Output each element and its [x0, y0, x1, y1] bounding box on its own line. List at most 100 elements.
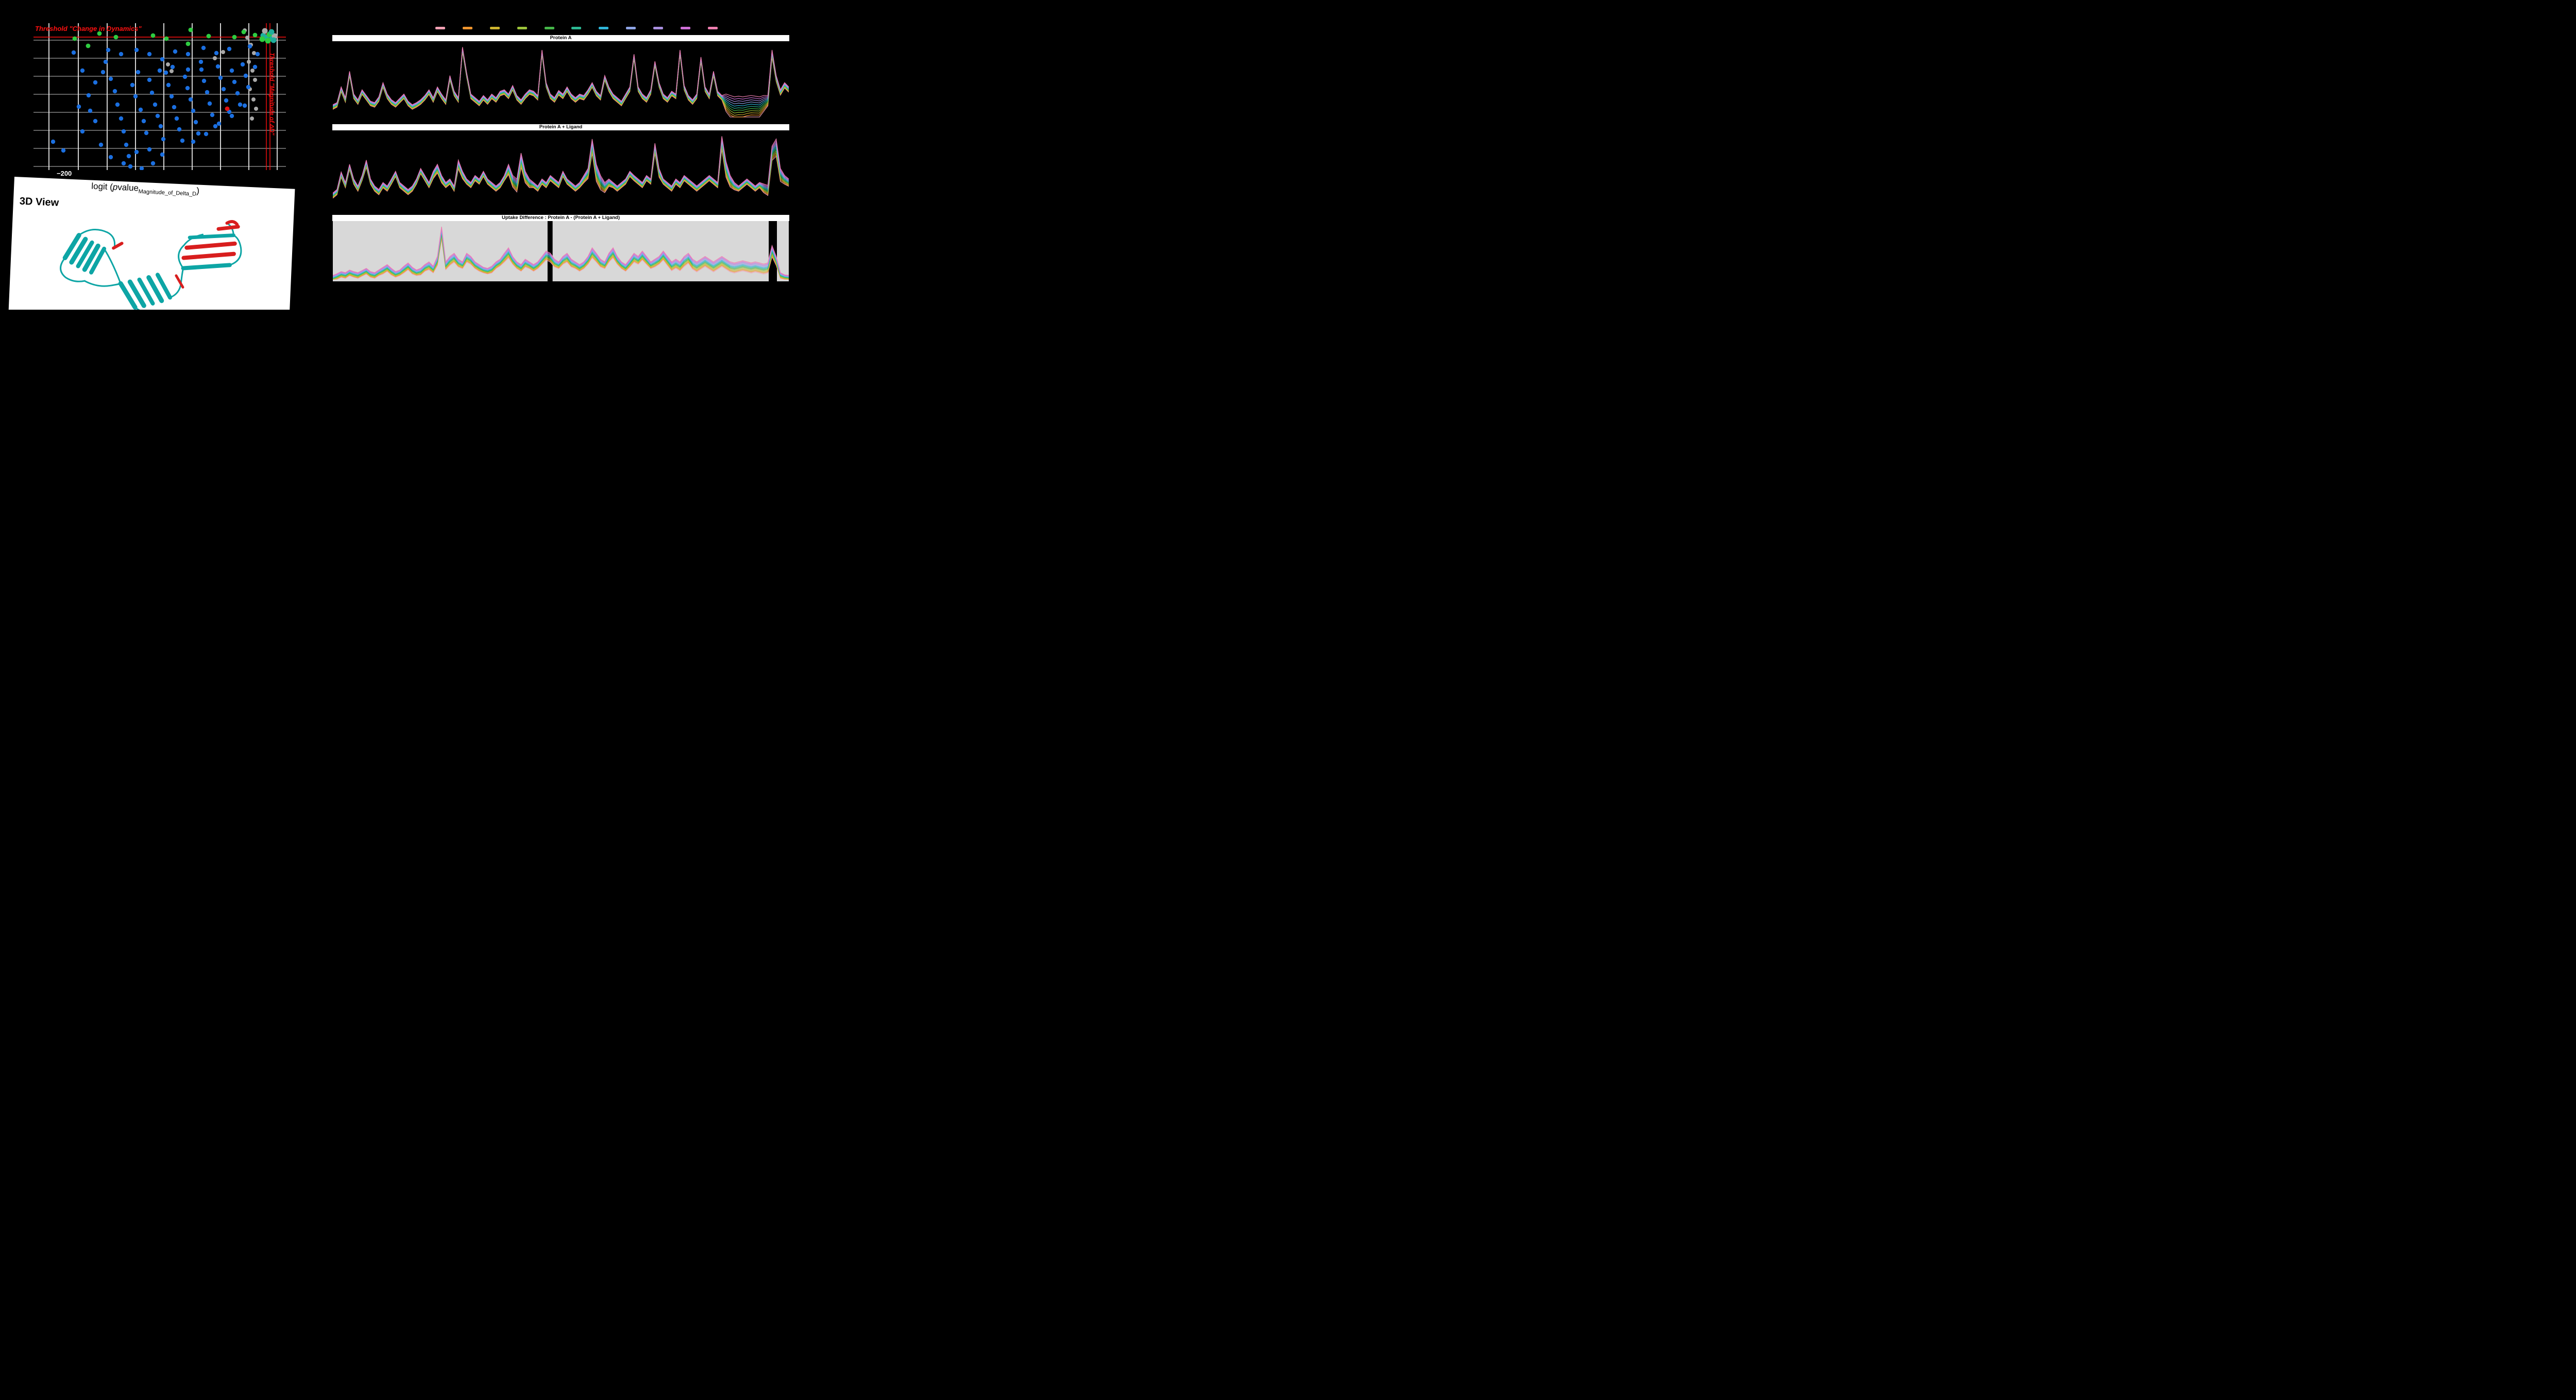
scatter-point[interactable] [124, 142, 129, 147]
scatter-point[interactable] [155, 113, 160, 119]
scatter-point[interactable] [242, 103, 247, 108]
scatter-point[interactable] [174, 116, 179, 121]
scatter-point[interactable] [198, 59, 204, 64]
scatter-point[interactable] [235, 91, 240, 96]
scatter-point[interactable] [205, 90, 210, 95]
scatter-point[interactable] [50, 139, 56, 144]
scatter-point[interactable] [188, 27, 193, 32]
scatter-point[interactable] [247, 44, 252, 49]
scatter-point[interactable] [216, 121, 222, 126]
scatter-point[interactable] [227, 46, 232, 52]
scatter-point[interactable] [93, 119, 98, 124]
scatter-point[interactable] [150, 33, 156, 38]
scatter-point[interactable] [161, 137, 166, 142]
scatter-point[interactable] [204, 131, 209, 137]
scatter-point[interactable] [232, 35, 237, 40]
scatter-point[interactable] [250, 116, 254, 121]
scatter-point[interactable] [115, 102, 120, 107]
scatter-point[interactable] [98, 142, 104, 147]
scatter-point[interactable] [185, 67, 191, 72]
scatter-point[interactable] [160, 152, 165, 157]
scatter-point[interactable] [182, 74, 188, 79]
scatter-point[interactable] [213, 124, 218, 129]
scatter-point[interactable] [135, 70, 141, 75]
scatter-point[interactable] [169, 94, 174, 99]
scatter-point[interactable] [206, 33, 211, 39]
scatter-point[interactable] [76, 104, 81, 109]
scatter-point[interactable] [86, 93, 91, 98]
legend-timepoint-swatch[interactable] [653, 27, 664, 29]
scatter-point[interactable] [232, 79, 237, 85]
legend-timepoint-swatch[interactable] [571, 27, 582, 29]
scatter-point[interactable] [193, 120, 198, 125]
scatter-point[interactable] [106, 47, 111, 53]
scatter-point[interactable] [185, 41, 191, 46]
legend-timepoint-swatch[interactable] [489, 27, 500, 29]
scatter-point[interactable] [118, 116, 124, 121]
scatter-point[interactable] [221, 50, 225, 54]
scatter-point[interactable] [241, 29, 246, 35]
scatter-point[interactable] [213, 56, 217, 60]
scatter-point[interactable] [229, 113, 234, 119]
scatter-point[interactable] [144, 130, 149, 136]
scatter-point[interactable] [177, 127, 182, 132]
scatter-point-cluster[interactable] [265, 38, 271, 44]
scatter-point[interactable] [157, 68, 162, 73]
scatter-point[interactable] [71, 50, 76, 55]
scatter-point[interactable] [166, 62, 170, 66]
scatter-point[interactable] [97, 31, 102, 36]
scatter-point[interactable] [247, 60, 251, 64]
scatter-point[interactable] [196, 131, 201, 136]
scatter-point[interactable] [188, 97, 193, 102]
scatter-point[interactable] [172, 105, 177, 110]
scatter-point[interactable] [163, 70, 168, 75]
scatter-point[interactable] [254, 107, 258, 111]
scatter-point[interactable] [251, 97, 256, 102]
protein-3d-structure[interactable] [23, 207, 286, 310]
scatter-point[interactable] [246, 85, 251, 90]
legend-timepoint-swatch[interactable] [517, 27, 527, 29]
scatter-point[interactable] [245, 36, 249, 40]
scatter-point[interactable] [170, 64, 175, 70]
scatter-point[interactable] [138, 107, 143, 112]
scatter-point[interactable] [147, 77, 152, 82]
scatter-point[interactable] [201, 78, 207, 83]
scatter-point[interactable] [255, 52, 260, 57]
scatter-point[interactable] [225, 106, 230, 111]
scatter-point[interactable] [191, 139, 196, 144]
scatter-point[interactable] [80, 68, 85, 73]
legend-timepoint-swatch[interactable] [599, 27, 609, 29]
scatter-point[interactable] [199, 67, 204, 72]
scatter-point[interactable] [86, 43, 91, 48]
scatter-point[interactable] [160, 57, 165, 62]
scatter-point[interactable] [164, 36, 169, 41]
scatter-point[interactable] [215, 64, 221, 69]
legend-timepoint-swatch[interactable] [462, 27, 472, 29]
scatter-point-cluster[interactable] [268, 29, 275, 35]
scatter-point[interactable] [252, 64, 258, 70]
scatter-point[interactable] [126, 154, 131, 159]
scatter-point[interactable] [130, 82, 135, 88]
scatter-point[interactable] [221, 87, 226, 92]
scatter-point[interactable] [88, 108, 93, 113]
scatter-point[interactable] [147, 147, 152, 152]
scatter-point[interactable] [108, 76, 113, 81]
scatter-point[interactable] [238, 102, 243, 107]
scatter-point[interactable] [252, 51, 256, 55]
scatter-point[interactable] [80, 129, 85, 134]
scatter-point[interactable] [141, 119, 146, 124]
scatter-point[interactable] [250, 69, 255, 73]
volcano-scatter-svg[interactable] [33, 23, 286, 171]
scatter-point[interactable] [201, 45, 206, 50]
scatter-point[interactable] [173, 49, 178, 54]
scatter-point[interactable] [152, 102, 158, 107]
scatter-point[interactable] [185, 52, 191, 57]
scatter-point[interactable] [72, 36, 77, 41]
scatter-point[interactable] [118, 52, 124, 57]
scatter-point-cluster[interactable] [259, 36, 265, 42]
scatter-point[interactable] [243, 73, 248, 78]
scatter-point-cluster[interactable] [270, 37, 277, 43]
scatter-point[interactable] [240, 62, 245, 67]
scatter-point[interactable] [150, 161, 156, 166]
scatter-point[interactable] [103, 59, 108, 64]
